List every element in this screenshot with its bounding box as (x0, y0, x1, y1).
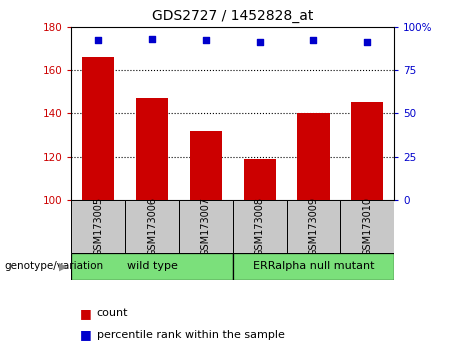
Bar (71, 200, 125, 253)
Text: ▶: ▶ (59, 261, 68, 272)
Bar (287, 200, 340, 253)
Bar (233, 253, 394, 280)
Text: ■: ■ (79, 307, 91, 320)
Point (364, 39, 371, 45)
Text: wild type: wild type (127, 261, 177, 272)
Text: count: count (97, 308, 128, 318)
Bar (179, 200, 233, 253)
Point (202, 38, 210, 43)
Text: genotype/variation: genotype/variation (5, 261, 104, 272)
Text: ERRalpha null mutant: ERRalpha null mutant (253, 261, 374, 272)
Text: GSM173006: GSM173006 (147, 197, 157, 256)
Bar (243, 159, 276, 200)
Point (148, 36, 156, 41)
Bar (351, 102, 384, 200)
Bar (297, 113, 330, 200)
Text: ■: ■ (79, 328, 91, 341)
Text: GSM173010: GSM173010 (362, 197, 372, 256)
Bar (82, 57, 114, 200)
Bar (190, 131, 222, 200)
Point (256, 39, 263, 45)
Text: GSM173005: GSM173005 (93, 197, 103, 256)
Text: GSM173007: GSM173007 (201, 197, 211, 256)
Bar (233, 200, 287, 253)
Point (310, 38, 317, 43)
Bar (136, 98, 168, 200)
Text: GSM173008: GSM173008 (254, 197, 265, 256)
Bar (125, 200, 179, 253)
Text: percentile rank within the sample: percentile rank within the sample (97, 330, 285, 339)
Bar (340, 200, 394, 253)
Point (95, 38, 102, 43)
Bar (71, 253, 233, 280)
Text: GSM173009: GSM173009 (308, 197, 319, 256)
Title: GDS2727 / 1452828_at: GDS2727 / 1452828_at (152, 9, 313, 23)
